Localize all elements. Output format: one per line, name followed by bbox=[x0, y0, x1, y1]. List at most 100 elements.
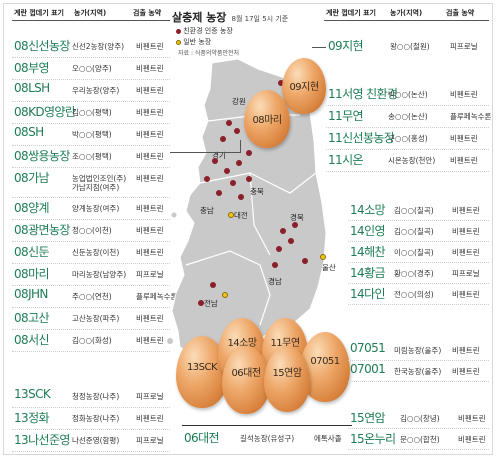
header-farm: 농가(지역) bbox=[74, 9, 107, 17]
egg-08mari: 08마리 bbox=[244, 90, 290, 148]
egg-15yeonam: 15연암 bbox=[264, 346, 310, 412]
legend-eco-label: 친환경 인증 농장 bbox=[183, 27, 233, 35]
farm-dot bbox=[226, 120, 232, 126]
leader-line bbox=[170, 152, 240, 153]
header-result: 검출 농약 bbox=[133, 9, 162, 17]
right-header-divider bbox=[324, 20, 489, 21]
egg-code: 13SCK bbox=[14, 387, 51, 401]
pesticide-result: 비펜트린 bbox=[450, 134, 478, 143]
egg-code: 11시온 bbox=[328, 153, 364, 167]
island-1 bbox=[171, 212, 177, 218]
farm-dot bbox=[276, 246, 282, 252]
pesticide-result: 비펜트린 bbox=[136, 248, 164, 257]
code-06daejeon: 06대전 bbox=[184, 431, 220, 445]
egg-code: 07001 bbox=[350, 362, 386, 376]
farm-dot bbox=[224, 168, 230, 174]
normal-farm-dot bbox=[228, 212, 234, 218]
farm-dot bbox=[230, 180, 236, 186]
farm-dot bbox=[288, 238, 294, 244]
border-east bbox=[249, 172, 271, 256]
region-gyeongnam: 경남 bbox=[268, 277, 282, 286]
farm-name: 이○○(칠곡) bbox=[394, 248, 434, 257]
farm-name: 주○○(연천) bbox=[72, 292, 112, 301]
pesticide-result: 비펜트린 bbox=[458, 435, 486, 444]
egg-code: 08신선농장 bbox=[14, 39, 70, 53]
farm-name: 고산농장(파주) bbox=[72, 314, 120, 323]
region-ulsan: 울산 bbox=[322, 263, 336, 272]
header-code: 계란 껍데기 표기 bbox=[14, 9, 64, 17]
table-row: 14인영 김○○(칠곡) 비펜트린 bbox=[348, 221, 489, 242]
farm-dot bbox=[216, 190, 222, 196]
farm-name: 전○○(의성) bbox=[394, 290, 434, 299]
egg-code: 11무연 bbox=[328, 109, 364, 123]
legend-normal-label: 일반 농장 bbox=[183, 38, 212, 46]
farm-name: 김○○(칠곡) bbox=[394, 227, 434, 236]
pesticide-result: 비펜트린 bbox=[452, 290, 480, 299]
table-row: 11무연 송○○(논산) 플루페녹수론 bbox=[326, 106, 491, 128]
pesticide-result: 비펜트린 bbox=[452, 206, 480, 215]
legend-eco: 친환경 인증 농장 bbox=[176, 26, 233, 36]
border-south bbox=[185, 250, 271, 326]
right-top-row: 09지현 왕○○(철원) 피프로닐 bbox=[324, 36, 489, 56]
farm-name: 정○○(이천) bbox=[72, 226, 112, 235]
legend-eco-marker bbox=[176, 28, 181, 34]
egg-code: 15연암 bbox=[350, 411, 386, 425]
egg-code: 08고산 bbox=[14, 311, 50, 325]
pesticide-result: 피프로닐 bbox=[136, 270, 164, 279]
farm-dot bbox=[210, 282, 216, 288]
bottom-center-row: 06대전 길석농장(유성구) 에톡사졸 bbox=[184, 428, 350, 448]
egg-code: 08KD영양란 bbox=[14, 105, 76, 119]
pesticide-result: 비펜트린 bbox=[136, 336, 164, 345]
table-row: 08신둔 신둔농장(이천) 비펜트린 bbox=[12, 242, 170, 264]
farm-dot bbox=[302, 258, 308, 264]
farm-name: 우리농장(양주) bbox=[72, 86, 120, 95]
pesticide-result: 비펜트린 bbox=[136, 64, 164, 73]
farm-name: 조○○(평택) bbox=[72, 152, 112, 161]
leader-line bbox=[312, 47, 326, 48]
egg-code: 08마리 bbox=[14, 267, 50, 281]
farm-dot bbox=[220, 136, 226, 142]
map-header: 살충제 농장 8월 17일 5시 기준 bbox=[172, 6, 288, 25]
table-row: 15온누리 문○○(합천) 비펜트린 bbox=[348, 429, 489, 450]
farm-dot bbox=[198, 300, 204, 306]
egg-06daejeon: 06대전 bbox=[222, 346, 270, 414]
pesticide-result: 비펜트린 bbox=[450, 90, 478, 99]
table-row: 08부영 오○○(양주) 비펜트린 bbox=[12, 58, 170, 80]
egg-code: 14소망 bbox=[350, 203, 386, 217]
pesticide-result: 비펜트린 bbox=[458, 414, 486, 423]
result-09jihyeon: 피프로닐 bbox=[450, 42, 478, 51]
farm-name: 문○○(합천) bbox=[400, 435, 440, 444]
farm-name: 나선준영(함평) bbox=[72, 436, 120, 445]
farm-name: 청정농장(나주) bbox=[72, 392, 120, 401]
egg-code: 11신선봉농장 bbox=[328, 131, 395, 145]
farm-06daejeon: 길석농장(유성구) bbox=[240, 434, 295, 443]
egg-code: 08가남 bbox=[14, 171, 50, 185]
farm-name: 송○○(논산) bbox=[388, 112, 428, 121]
table-row: 11서영 친환경 박○○(논산) 비펜트린 bbox=[326, 84, 489, 106]
table-row: 07051 미림농장(울주) 비펜트린 bbox=[348, 340, 489, 361]
pesticide-result: 피프로닐 bbox=[136, 436, 164, 445]
farm-dot bbox=[272, 262, 278, 268]
pesticide-result: 비펜트린 bbox=[136, 204, 164, 213]
leader-line bbox=[240, 140, 241, 153]
table-row: 13SCK 청정농장(나주) 피프로닐 bbox=[12, 386, 170, 408]
pesticide-result: 플루페녹수론 bbox=[136, 292, 178, 301]
pesticide-result: 비펜트린 bbox=[136, 174, 164, 183]
table-row: 08서신 김○○(화성) 비펜트린 bbox=[12, 330, 170, 352]
farm-name: 김○○(평택) bbox=[72, 108, 112, 117]
legend-normal: 일반 농장 bbox=[176, 37, 211, 47]
table-row: 08SH 박○○(평택) 비펜트린 bbox=[12, 124, 170, 146]
pesticide-result: 비펜트린 bbox=[136, 86, 164, 95]
table-row: 08광면농장 정○○(이천) 비펜트린 bbox=[12, 220, 170, 242]
pesticide-result: 비펜트린 bbox=[452, 227, 480, 236]
egg-code: 08쌍용농장 bbox=[14, 149, 70, 163]
normal-farm-dot bbox=[222, 292, 228, 298]
farm-name: 김○○(창녕) bbox=[400, 414, 440, 423]
table-row: 08KD영양란 김○○(평택) 비펜트린 bbox=[12, 102, 170, 124]
island-2 bbox=[167, 338, 173, 344]
table-row: 14소망 김○○(칠곡) 비펜트린 bbox=[348, 200, 489, 221]
region-chungnam: 충남 bbox=[200, 206, 214, 215]
table-row: 11신선봉농장 구○○(홍성) 비펜트린 bbox=[326, 128, 489, 150]
farm-name: 오○○(양주) bbox=[72, 64, 112, 73]
right-header-result: 검출 농약 bbox=[446, 9, 475, 17]
